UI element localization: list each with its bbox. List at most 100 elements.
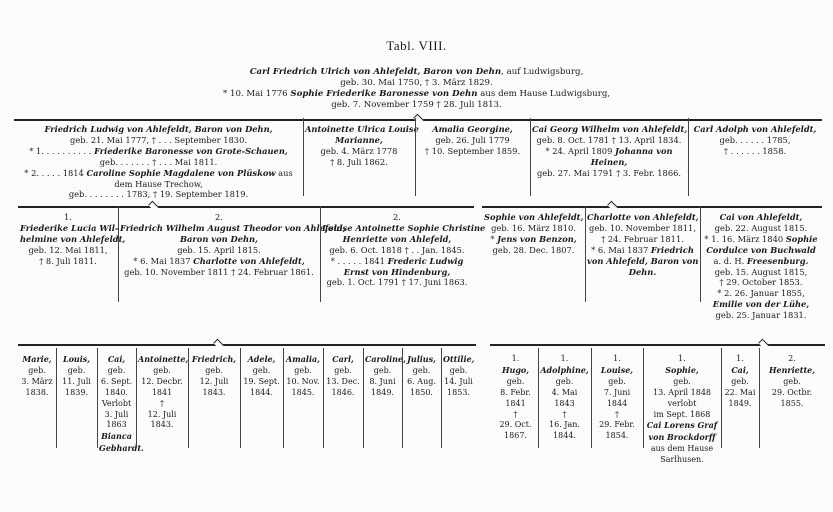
- entry-line: Cai,: [723, 365, 757, 377]
- entry-line: geb. 10. November 1811 † 24. Februar 186…: [120, 267, 318, 278]
- entry-line: geb.: [138, 366, 186, 377]
- family-cell: Julius, geb. 6. Aug. 1850.: [402, 354, 441, 399]
- entry-line: † 8. Juli 1862.: [305, 157, 413, 168]
- entry-line: 1849.: [365, 388, 400, 399]
- person-name: Baron von Dehn,: [180, 233, 258, 244]
- entry-text: * 2. 26. Januar 1855,: [717, 288, 805, 299]
- entry-text: 29. Octbr.: [771, 387, 813, 397]
- entry-text: 1843.: [150, 420, 174, 430]
- entry-text: 1.: [613, 354, 621, 363]
- entry-line: geb.: [645, 377, 719, 388]
- column-divider: [585, 206, 586, 302]
- family-cell: Carl Adolph von Ahlefeldt, geb. . . . . .…: [688, 124, 822, 157]
- person-name: von Ahlefeld, Baron von: [587, 255, 699, 266]
- entry-text: * 6. Mai 1837: [591, 244, 651, 255]
- entry-line: Caroline,: [365, 354, 406, 366]
- entry-text: 1849.: [371, 387, 394, 397]
- entry-text: a. d. H.: [713, 255, 747, 266]
- entry-line: Dehn.: [587, 267, 698, 278]
- entry-text: geb.: [506, 376, 525, 386]
- entry-line: 13. Dec.: [325, 377, 361, 388]
- bracket-point: [607, 200, 618, 212]
- entry-text: geb.: [373, 365, 392, 375]
- person-name: Jens von Benzon,: [497, 233, 577, 244]
- entry-line: 11. Juli: [58, 377, 95, 388]
- person-name: Charlotte von Ahlefeldt,: [587, 212, 699, 222]
- entry-text: 1.: [678, 354, 686, 363]
- column-divider: [56, 348, 57, 448]
- entry-line: Carl Friedrich Ulrich von Ahlefeldt, Bar…: [0, 67, 833, 78]
- bracket-rule: [490, 344, 825, 346]
- entry-text: 6. Aug.: [407, 376, 436, 386]
- entry-line: 1839.: [58, 388, 95, 399]
- entry-text: † 8. Juli 1811.: [39, 255, 97, 266]
- entry-text: 3. März: [21, 376, 53, 386]
- entry-line: geb.: [443, 366, 474, 377]
- person-name: Louise Antoinette Sophie Christine: [322, 222, 486, 233]
- entry-line: Gebhardt.: [99, 443, 144, 455]
- entry-line: * 24. April 1809 Johanna von: [532, 146, 686, 157]
- family-cell: 1. Adolphine, geb. 4. Mai 1843 † 16. Jan. 1844.: [538, 354, 591, 442]
- entry-line: geb.: [365, 366, 400, 377]
- family-cell: Cai Georg Wilhelm von Ahlefeldt, geb. 8. …: [530, 124, 688, 179]
- person-name: Antoinette Ulrica Louise: [305, 124, 419, 134]
- person-name: Sophie von Ahlefeldt,: [484, 212, 584, 222]
- column-divider: [303, 118, 304, 196]
- column-divider: [363, 348, 364, 448]
- entry-text: Sarlhusen.: [660, 455, 704, 465]
- entry-line: 1843.: [190, 388, 238, 399]
- column-divider: [530, 118, 531, 196]
- entry-text: 1854.: [605, 431, 629, 441]
- entry-line: * . . . . . 1841 Frederic Ludwig: [322, 256, 472, 267]
- person-name: Louise,: [600, 364, 634, 375]
- entry-line: 6. Aug.: [404, 377, 439, 388]
- entry-line: 2.: [322, 212, 472, 223]
- family-cell: 2. Louise Antoinette Sophie Christine Henr…: [320, 212, 485, 288]
- bracket-rule: [18, 344, 476, 346]
- entry-line: geb. 30. Mai 1750, † 3. März 1829.: [0, 78, 833, 89]
- entry-text: * . . . . . 1841: [330, 255, 388, 266]
- entry-line: 1843: [540, 399, 589, 410]
- entry-line: geb. 10. November 1811,: [587, 223, 698, 234]
- entry-text: geb. 26. Juli 1779: [435, 134, 510, 145]
- person-name: Friederike Lucia Wil-: [20, 222, 119, 233]
- entry-text: aus dem Hause Ludwigsburg,: [477, 89, 611, 99]
- entry-text: geb.: [67, 365, 86, 375]
- entry-text: †: [562, 409, 567, 419]
- entry-text: geb. 25. Januar 1831.: [715, 310, 807, 321]
- entry-text: 6. Sept.: [100, 376, 133, 386]
- entry-line: geb. 22. August 1815.: [702, 223, 820, 234]
- entry-line: geb.: [20, 366, 54, 377]
- entry-line: 1849.: [723, 399, 757, 410]
- entry-line: Cai Lorens Graf: [645, 420, 719, 432]
- entry-line: 14. Juli: [443, 377, 474, 388]
- entry-line: Cai Georg Wilhelm von Ahlefeldt,: [532, 124, 687, 135]
- column-divider: [283, 348, 284, 448]
- entry-text: 16. Jan.: [549, 420, 580, 430]
- person-name: Ottilie,: [443, 354, 475, 364]
- entry-line: Amalia,: [285, 354, 321, 366]
- entry-line: 1843.: [138, 420, 186, 431]
- entry-text: 1867.: [504, 431, 527, 441]
- entry-line: 1845.: [285, 388, 321, 399]
- family-cell: Marie, geb. 3. März 1838.: [18, 354, 56, 399]
- entry-text: verlobt: [667, 398, 697, 408]
- entry-text: 8. Juni: [369, 376, 396, 386]
- entry-line: geb.: [99, 366, 134, 377]
- entry-line: geb. 8. Oct. 1781 † 13. April 1834.: [532, 135, 686, 146]
- entry-line: Cai von Ahlefeldt,: [702, 212, 820, 223]
- family-cell: Cai von Ahlefeldt, geb. 22. August 1815. *…: [700, 212, 822, 321]
- entry-line: geb.: [404, 366, 439, 377]
- entry-line: geb.: [190, 366, 238, 377]
- bracket-rule: [18, 206, 474, 208]
- person-name: Cai,: [731, 364, 749, 375]
- entry-text: geb. . . . . . . . 1783, † 19. September…: [68, 189, 249, 200]
- entry-text: geb. 10. November 1811 † 24. Februar 186…: [124, 266, 314, 277]
- entry-line: †: [495, 410, 536, 421]
- entry-text: 1844.: [553, 431, 576, 441]
- entry-line: 22. Mai: [723, 388, 757, 399]
- entry-line: †: [593, 410, 641, 421]
- entry-text: *: [490, 233, 498, 244]
- entry-line: geb. 25. Januar 1831.: [702, 310, 820, 321]
- entry-line: Sophie von Ahlefeldt,: [484, 212, 583, 223]
